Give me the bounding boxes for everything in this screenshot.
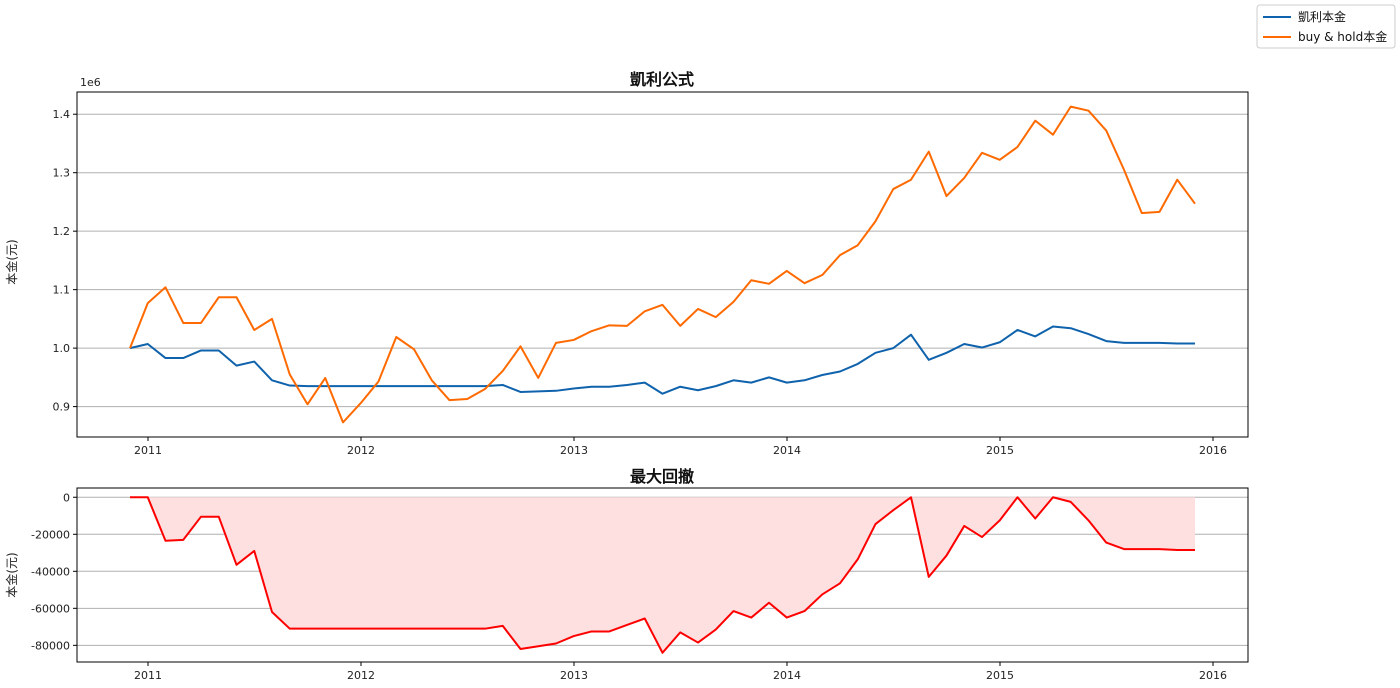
chart-title-kelly: 凱利公式: [630, 70, 694, 89]
kelly-chart: 0.9 1.0 1.1 1.2 1.3 1.4 2011 2012 2013 2014 2015 20…: [53, 91, 1249, 457]
axes-frame: [76, 487, 1249, 663]
x-tick-label: 2012: [347, 669, 375, 682]
drawdown-area: [130, 497, 1195, 653]
x-tick-label: 2016: [1199, 444, 1227, 457]
drawdown-chart: 0 -20000 -40000 -60000 -80000 2011 2012 2013 201…: [31, 487, 1249, 682]
y-axis-label-kelly: 本金(元): [4, 239, 19, 284]
x-tick-label: 2014: [773, 444, 801, 457]
y-tick-label: -40000: [31, 565, 70, 578]
series-line-1: [129, 105, 1196, 424]
x-tick-label: 2016: [1199, 669, 1227, 682]
x-tick-label: 2014: [773, 669, 801, 682]
y-tick-label: 1.2: [53, 225, 71, 238]
legend-label-kelly: 凱利本金: [1298, 9, 1346, 24]
series-line-0: [129, 325, 1195, 395]
y-tick-label: -60000: [31, 602, 70, 615]
y-axis-label-drawdown: 本金(元): [4, 552, 19, 597]
x-tick-label: 2013: [560, 444, 588, 457]
x-tick-label: 2011: [134, 444, 162, 457]
y-offset-label: 1e6: [80, 76, 101, 89]
x-tick-label: 2013: [560, 669, 588, 682]
legend: 凱利本金 buy & hold本金: [1256, 4, 1396, 49]
x-tick-label: 2012: [347, 444, 375, 457]
y-tick-label: 1.0: [53, 342, 71, 355]
y-tick-label: 1.3: [53, 167, 71, 180]
y-tick-label: 1.4: [53, 108, 71, 121]
x-tick-label: 2015: [986, 669, 1014, 682]
x-tick-label: 2011: [134, 669, 162, 682]
y-tick-label: 1.1: [53, 284, 71, 297]
chart-title-drawdown: 最大回撤: [630, 467, 694, 486]
legend-label-buyhold: buy & hold本金: [1298, 29, 1387, 44]
y-tick-label: 0.9: [53, 401, 71, 414]
y-tick-label: 0: [63, 491, 70, 504]
axes-frame: [76, 91, 1249, 438]
y-tick-label: -20000: [31, 528, 70, 541]
y-tick-label: -80000: [31, 639, 70, 652]
x-tick-label: 2015: [986, 444, 1014, 457]
